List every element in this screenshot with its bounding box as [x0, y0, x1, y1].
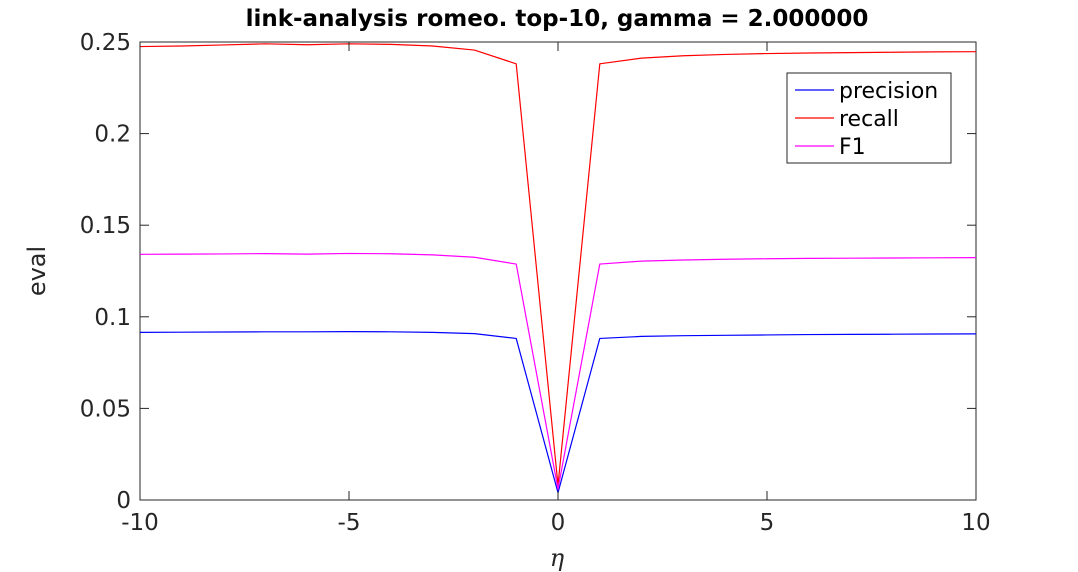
series-line-recall — [139, 43, 977, 486]
y-tick-label: 0.25 — [80, 30, 131, 56]
legend-label-precision: precision — [839, 79, 938, 104]
y-tick-label: 0.15 — [80, 213, 131, 239]
y-tick-label: 0.05 — [80, 396, 131, 422]
x-axis-ticks: -10 -5 0 5 10 — [121, 42, 991, 536]
y-tick-label: 0.1 — [94, 305, 131, 331]
legend: precision recall F1 — [786, 72, 952, 164]
x-tick-label: 0 — [551, 510, 566, 536]
y-tick-label: 0 — [116, 488, 131, 514]
x-tick-label: 5 — [760, 510, 775, 536]
y-axis-ticks: 0 0.05 0.1 0.15 0.2 0.25 — [80, 30, 976, 514]
legend-label-recall: recall — [839, 107, 899, 132]
y-tick-label: 0.2 — [94, 122, 131, 148]
x-tick-label: 10 — [961, 510, 990, 536]
legend-label-f1: F1 — [839, 135, 866, 160]
x-axis-label: η — [550, 544, 565, 572]
chart-title: link-analysis romeo. top-10, gamma = 2.0… — [246, 6, 869, 32]
x-tick-label: -10 — [121, 510, 159, 536]
series-line-f1 — [139, 252, 977, 490]
y-axis-label: eval — [23, 246, 51, 296]
x-tick-label: -5 — [338, 510, 361, 536]
